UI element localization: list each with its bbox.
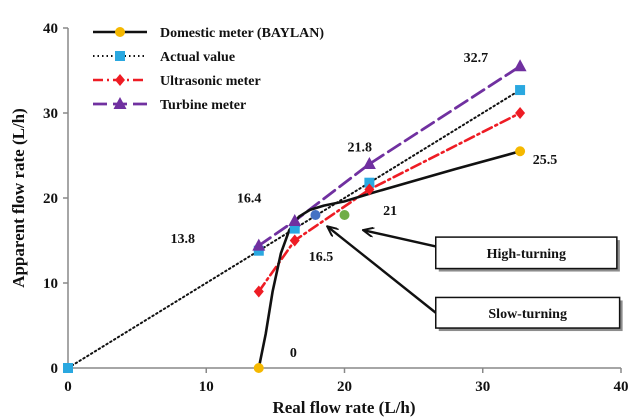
series-line — [257, 111, 522, 293]
data-point — [513, 59, 527, 72]
legend-marker — [115, 51, 125, 61]
data-point — [515, 146, 526, 157]
legend-label: Actual value — [160, 50, 235, 65]
point-label: 32.7 — [464, 51, 489, 66]
legend: Domestic meter (BAYLAN) Actual value Ultra… — [93, 26, 324, 113]
x-tick-label: 30 — [475, 379, 490, 395]
series-line — [257, 150, 522, 370]
data-point — [364, 177, 375, 188]
data-point — [289, 234, 300, 247]
point-label: 13.8 — [170, 232, 195, 247]
plot-area: 0 10 20 30 40 0 10 20 30 40 High-turning Slow-tur… — [43, 21, 629, 395]
legend-marker — [113, 97, 127, 109]
point-label: 16.5 — [309, 250, 334, 265]
y-tick-label: 10 — [43, 276, 58, 292]
legend-marker — [115, 27, 125, 37]
data-point — [362, 157, 376, 169]
callout-arrow — [328, 227, 437, 314]
y-tick-label: 20 — [43, 191, 58, 207]
legend-marker — [115, 74, 125, 86]
data-point — [253, 363, 264, 373]
x-tick-label: 0 — [64, 379, 72, 395]
data-point — [515, 85, 526, 96]
data-point — [364, 183, 375, 196]
callout-text: High-turning — [487, 247, 566, 262]
data-point — [515, 107, 526, 119]
x-tick-label: 40 — [614, 379, 629, 395]
x-tick-label: 20 — [337, 379, 352, 395]
point-label: 21 — [383, 204, 397, 219]
x-ticks: 0 10 20 30 40 — [64, 368, 629, 395]
point-label: 0 — [290, 346, 297, 361]
y-axis-title: Apparent flow rate (L/h) — [9, 108, 28, 288]
y-tick-label: 0 — [51, 361, 59, 377]
point-label: 16.4 — [237, 191, 262, 206]
point-label: 25.5 — [533, 153, 558, 168]
y-tick-label: 40 — [43, 21, 58, 37]
data-point — [253, 285, 264, 298]
callout-box — [434, 236, 618, 270]
x-axis-title: Real flow rate (L/h) — [272, 398, 415, 417]
data-point — [288, 213, 302, 226]
y-ticks: 0 10 20 30 40 — [43, 21, 68, 377]
legend-label: Ultrasonic meter — [160, 74, 261, 89]
data-point — [310, 210, 321, 220]
x-tick-label: 10 — [199, 379, 214, 395]
series-line — [257, 64, 522, 248]
data-point — [339, 210, 350, 220]
callout-text: Slow-turning — [488, 307, 567, 322]
legend-label: Turbine meter — [160, 98, 246, 113]
legend-label: Domestic meter (BAYLAN) — [160, 26, 324, 41]
point-label: 21.8 — [347, 140, 372, 155]
data-point — [252, 238, 266, 251]
data-point — [289, 223, 300, 234]
data-point — [63, 363, 73, 373]
point-label-layer: 0 13.8 16.4 16.5 21 21.8 25.5 32.7 — [170, 51, 557, 361]
series-markers — [63, 59, 527, 373]
annotation-layer: High-turning Slow-turning — [328, 227, 623, 332]
callout-arrow — [364, 230, 437, 248]
y-tick-label: 30 — [43, 106, 58, 122]
data-point — [253, 245, 264, 256]
